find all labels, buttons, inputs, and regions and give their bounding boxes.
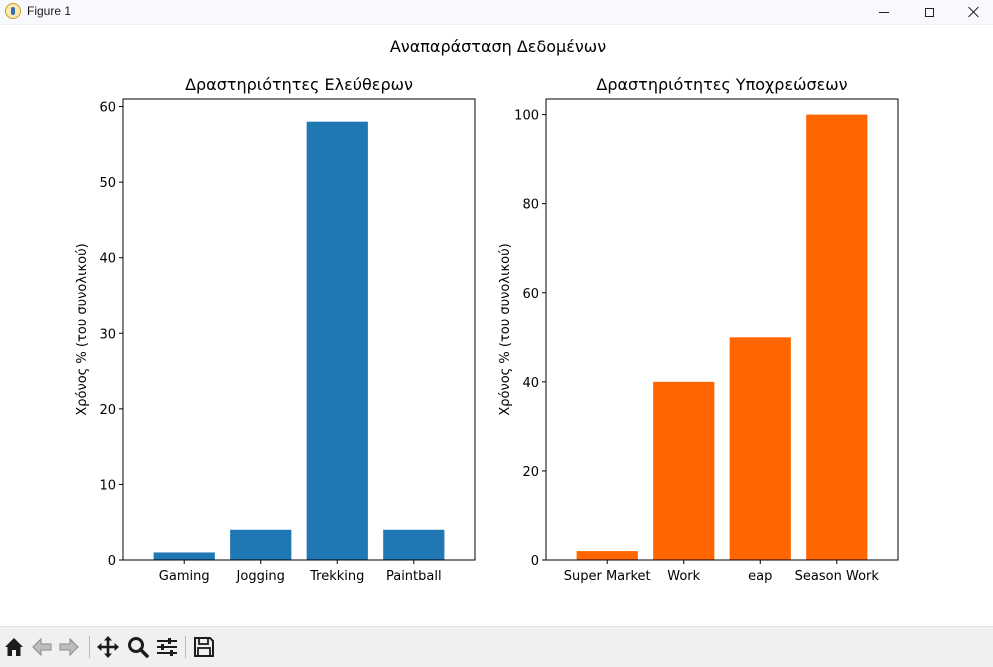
chart-2-ytick-label: 80 bbox=[522, 198, 539, 213]
chart-2-xtick-label: Super Market bbox=[564, 569, 651, 584]
chart-1-bar bbox=[383, 529, 445, 560]
save-icon[interactable] bbox=[192, 635, 216, 659]
chart-2-xtick-label: Work bbox=[667, 569, 700, 584]
chart-1-ytick-label: 0 bbox=[108, 554, 116, 569]
chart-1-axes-frame bbox=[122, 98, 476, 561]
chart-2-ytick-label: 60 bbox=[522, 287, 539, 302]
minimize-button[interactable] bbox=[861, 0, 907, 24]
toolbar-separator bbox=[89, 636, 90, 658]
forward-arrow-icon[interactable] bbox=[57, 635, 81, 659]
chart-2-axes-frame bbox=[545, 98, 899, 561]
chart-2-ytick-label: 100 bbox=[514, 109, 539, 124]
chart-1-ytick-label: 20 bbox=[99, 403, 116, 418]
chart-1-bar bbox=[153, 552, 215, 560]
figure-suptitle: Αναπαράσταση Δεδομένων bbox=[390, 37, 606, 56]
chart-1-ytick-label: 60 bbox=[99, 101, 116, 116]
home-icon[interactable] bbox=[2, 635, 26, 659]
close-icon bbox=[968, 6, 980, 18]
maximize-button[interactable] bbox=[906, 0, 952, 24]
chart-1-xtick-label: Trekking bbox=[309, 569, 364, 584]
toolbar-separator bbox=[185, 636, 186, 658]
chart-2-ytick-label: 40 bbox=[522, 376, 539, 391]
chart-2-ytick-label: 20 bbox=[522, 465, 539, 480]
chart-1-ytick-label: 10 bbox=[99, 478, 116, 493]
app-icon bbox=[5, 3, 21, 19]
chart-1-xtick-label: Jogging bbox=[236, 569, 285, 584]
navigation-toolbar bbox=[0, 626, 993, 667]
chart-2-title: Δραστηριότητες Υποχρεώσεων bbox=[596, 75, 847, 94]
chart-2-bar bbox=[653, 381, 715, 560]
chart-1-title: Δραστηριότητες Ελεύθερων bbox=[185, 75, 413, 94]
chart-2-xtick-label: eap bbox=[748, 569, 772, 584]
chart-2-bar bbox=[729, 337, 791, 560]
chart-1-ytick-label: 30 bbox=[99, 327, 116, 342]
minimize-icon bbox=[879, 11, 889, 13]
chart-2-bar bbox=[576, 551, 638, 560]
chart-1-xtick-label: Gaming bbox=[159, 569, 210, 584]
chart-1-bar bbox=[230, 529, 292, 560]
zoom-icon[interactable] bbox=[126, 635, 150, 659]
back-arrow-icon[interactable] bbox=[30, 635, 54, 659]
pan-icon[interactable] bbox=[96, 635, 120, 659]
window-titlebar: Figure 1 bbox=[0, 0, 993, 25]
chart-1-ylabel: Χρόνος % (του συνολικού) bbox=[75, 243, 90, 415]
chart-2-xtick-label: Season Work bbox=[795, 569, 880, 584]
chart-2-ylabel: Χρόνος % (του συνολικού) bbox=[498, 243, 513, 415]
configure-subplots-icon[interactable] bbox=[155, 635, 179, 659]
close-button[interactable] bbox=[951, 0, 993, 24]
chart-1-bar bbox=[306, 121, 368, 561]
chart-1-xtick-label: Paintball bbox=[386, 569, 442, 584]
chart-2-bar bbox=[806, 114, 868, 561]
figure-canvas: Αναπαράσταση Δεδομένων 0 10 20 30 40 50 60 Gami… bbox=[75, 37, 899, 584]
plots-group: 0 10 20 30 40 50 60 Gaming Jogging Trekking Paintb… bbox=[75, 75, 899, 584]
chart-1-ytick-label: 50 bbox=[99, 176, 116, 191]
chart-2-ytick-label: 0 bbox=[531, 554, 539, 569]
chart-1-ytick-label: 40 bbox=[99, 252, 116, 267]
maximize-icon bbox=[924, 7, 934, 17]
window-title: Figure 1 bbox=[27, 4, 72, 18]
